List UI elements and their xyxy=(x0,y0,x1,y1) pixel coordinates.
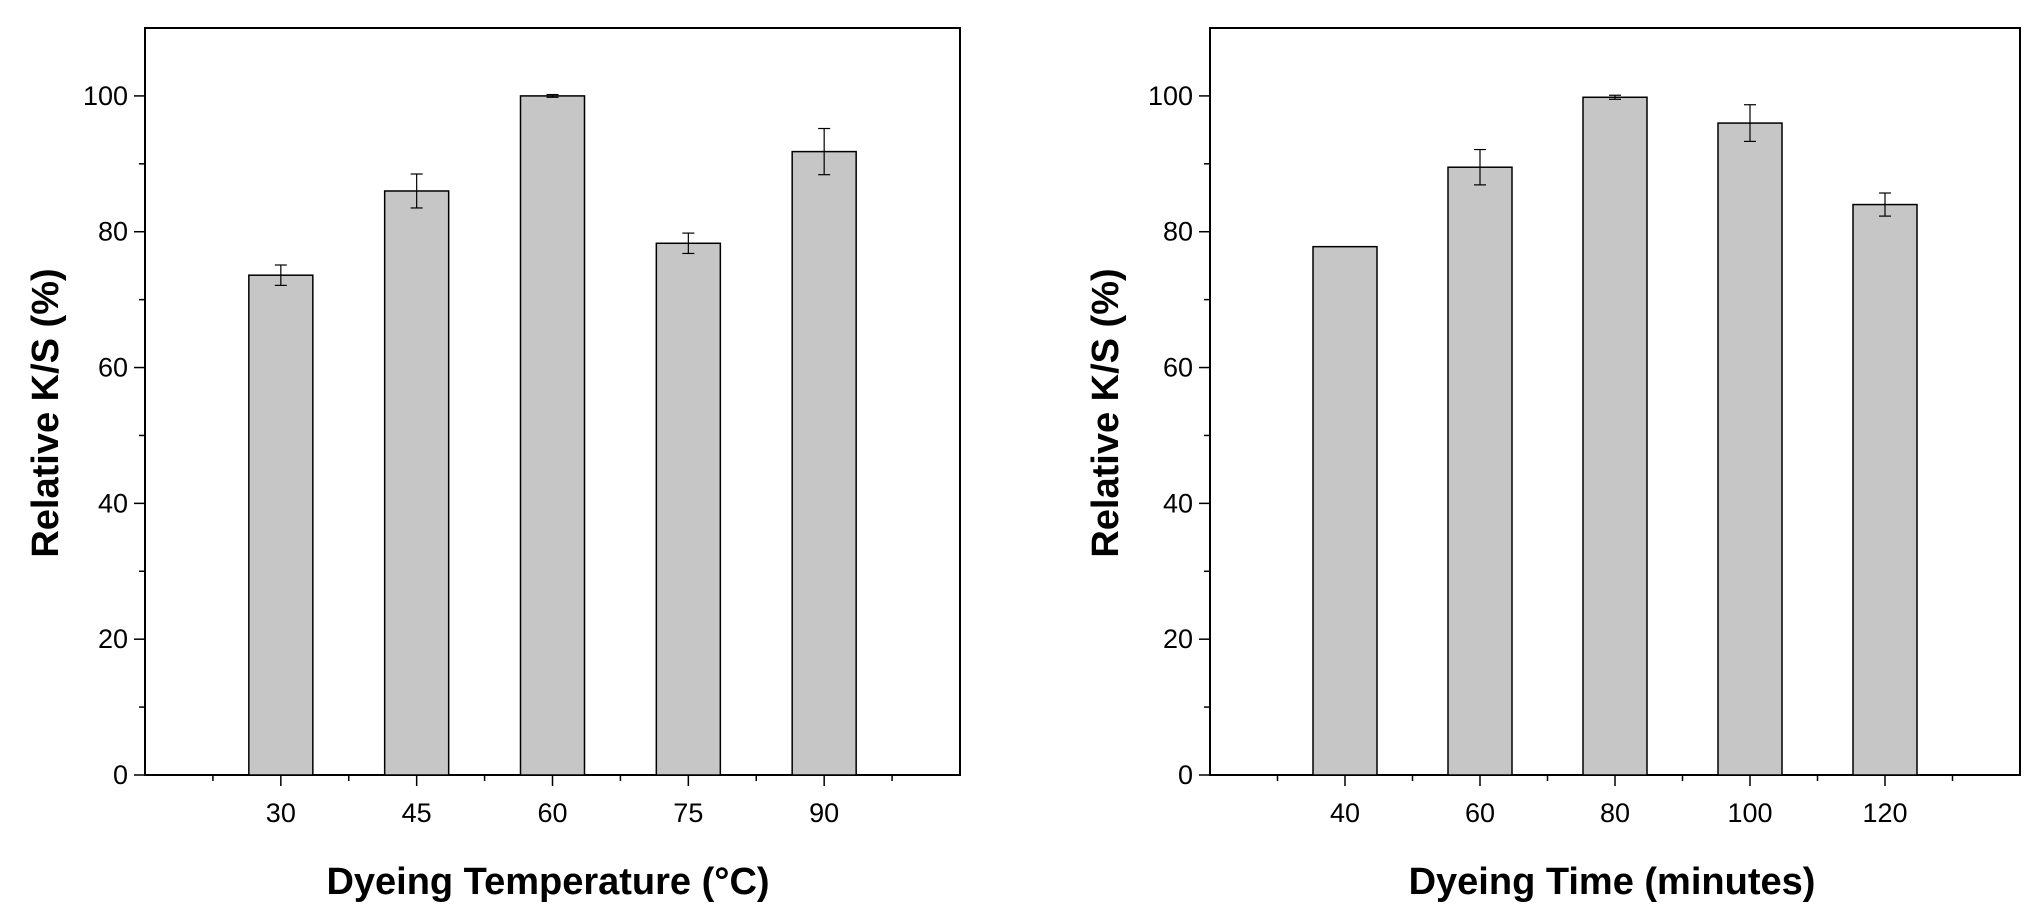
time-chart-x-tick-label: 60 xyxy=(1465,798,1495,828)
time-chart-xlabel: Dyeing Time (minutes) xyxy=(1409,861,1816,903)
temperature-chart-bar xyxy=(791,150,857,776)
time-chart-y-tick-label: 80 xyxy=(1163,217,1193,247)
temperature-chart-y-tick-label: 20 xyxy=(98,624,128,654)
time-chart-bar xyxy=(1717,122,1783,776)
temperature-chart-bar xyxy=(655,242,722,776)
time-chart-y-tick-label: 60 xyxy=(1163,353,1193,383)
time-chart-y-tick-label: 40 xyxy=(1163,488,1193,518)
temperature-chart-ylabel: Relative K/S (%) xyxy=(25,268,67,557)
time-chart-y-tick-label: 20 xyxy=(1163,624,1193,654)
temperature-chart-y-tick-label: 100 xyxy=(83,81,128,111)
time-chart-y-tick-label: 100 xyxy=(1148,81,1193,111)
temperature-chart-x-tick-label: 75 xyxy=(673,798,703,828)
time-chart-x-tick-label: 80 xyxy=(1600,798,1630,828)
time-chart-bar xyxy=(1852,203,1918,776)
temperature-chart-y-tick-label: 40 xyxy=(98,488,128,518)
time-chart-bar xyxy=(1312,245,1378,776)
time-chart-panel: Dyeing Time (minutes) Relative K/S (%) 0… xyxy=(1085,27,2021,903)
temperature-chart-panel: Dyeing Temperature (°C) Relative K/S (%)… xyxy=(25,27,961,903)
time-chart-x-tick-label: 40 xyxy=(1330,798,1360,828)
time-chart-x-tick-label: 120 xyxy=(1862,798,1907,828)
temperature-chart-bar xyxy=(248,274,314,776)
temperature-chart-x-tick-label: 30 xyxy=(266,798,296,828)
time-chart-x-tick-label: 100 xyxy=(1727,798,1772,828)
temperature-chart-bar xyxy=(519,95,586,776)
time-chart-y-tick-label: 0 xyxy=(1178,760,1193,790)
time-chart-bar xyxy=(1582,96,1648,776)
temperature-chart-x-tick-label: 60 xyxy=(537,798,567,828)
temperature-chart-y-tick-label: 60 xyxy=(98,353,128,383)
temperature-chart-x-tick-label: 90 xyxy=(809,798,839,828)
temperature-chart-x-tick-label: 45 xyxy=(402,798,432,828)
temperature-chart-y-tick-label: 80 xyxy=(98,217,128,247)
temperature-chart-bar xyxy=(383,190,450,776)
time-chart-bar xyxy=(1447,166,1513,776)
temperature-chart-y-tick-label: 0 xyxy=(113,760,128,790)
time-chart-ylabel: Relative K/S (%) xyxy=(1085,268,1127,557)
temperature-chart-xlabel: Dyeing Temperature (°C) xyxy=(326,861,769,903)
